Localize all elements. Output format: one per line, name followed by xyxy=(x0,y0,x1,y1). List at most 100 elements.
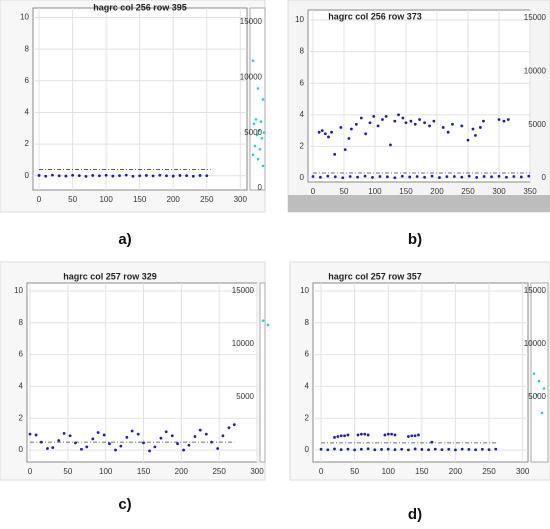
point xyxy=(410,434,414,438)
point xyxy=(407,448,410,452)
point xyxy=(142,441,145,445)
point xyxy=(359,447,363,451)
point xyxy=(474,448,477,452)
point xyxy=(333,175,337,179)
panel-label: a) xyxy=(118,231,131,248)
y2-tick-label: 15000 xyxy=(240,17,263,26)
side-point xyxy=(251,59,255,63)
point xyxy=(39,440,43,444)
point xyxy=(420,448,424,451)
x-tick-label: 200 xyxy=(175,467,189,476)
side-point xyxy=(262,131,266,134)
point xyxy=(98,174,101,178)
point xyxy=(193,435,197,438)
point xyxy=(466,138,470,142)
y-tick-label: 2 xyxy=(300,142,305,151)
y-tick-label: 10 xyxy=(295,15,304,24)
chart-title: hagrc col 256 row 395 xyxy=(93,2,187,12)
point xyxy=(96,431,100,434)
panel-label: c) xyxy=(118,496,131,513)
point xyxy=(497,174,501,178)
y2-tick-label: 15000 xyxy=(524,286,547,295)
y-tick-label: 10 xyxy=(300,286,309,295)
x-tick-label: 250 xyxy=(200,195,214,204)
point xyxy=(440,448,444,451)
point xyxy=(386,447,390,451)
point xyxy=(467,448,471,451)
point xyxy=(171,174,175,178)
point xyxy=(430,440,434,444)
point xyxy=(176,442,179,446)
point xyxy=(185,174,189,177)
x-tick-label: 250 xyxy=(482,467,496,476)
point xyxy=(376,124,380,128)
point xyxy=(427,448,430,452)
y-tick-label: 8 xyxy=(305,318,310,327)
point xyxy=(144,174,148,177)
y-tick-label: 0 xyxy=(300,173,305,182)
y-tick-label: 4 xyxy=(305,382,310,391)
point xyxy=(346,447,350,451)
point xyxy=(319,175,322,179)
point xyxy=(124,173,128,177)
point xyxy=(131,174,135,178)
side-point xyxy=(251,153,255,157)
point xyxy=(341,176,345,180)
point xyxy=(125,435,129,439)
side-point xyxy=(542,387,546,390)
point xyxy=(187,443,191,447)
x-tick-label: 300 xyxy=(516,467,530,476)
side-point xyxy=(260,136,264,140)
y-tick-label: 6 xyxy=(25,76,30,85)
point xyxy=(423,175,426,179)
point xyxy=(104,173,108,177)
point xyxy=(460,175,464,179)
point xyxy=(159,436,163,440)
point xyxy=(130,429,134,433)
point xyxy=(372,114,376,118)
point xyxy=(343,148,347,151)
point xyxy=(165,174,168,178)
point xyxy=(359,116,363,120)
point xyxy=(386,432,390,436)
panel-label: d) xyxy=(408,506,422,523)
point xyxy=(383,433,387,437)
point xyxy=(91,437,95,441)
point xyxy=(363,174,367,178)
point xyxy=(378,175,382,178)
point xyxy=(136,432,140,436)
point xyxy=(433,447,437,451)
y-tick-label: 8 xyxy=(19,318,24,327)
point xyxy=(71,173,74,177)
y-tick-label: 0 xyxy=(25,171,30,180)
y-tick-label: 0 xyxy=(19,445,24,454)
x-tick-label: 150 xyxy=(415,467,429,476)
point xyxy=(118,174,121,177)
side-point xyxy=(259,120,263,123)
point xyxy=(385,175,389,179)
side-point xyxy=(532,372,536,375)
point xyxy=(404,121,408,125)
point xyxy=(80,447,83,451)
side-point xyxy=(261,319,265,322)
point xyxy=(44,174,48,178)
x-tick-label: 150 xyxy=(137,467,151,476)
point xyxy=(350,127,353,131)
point xyxy=(64,174,68,178)
point xyxy=(326,174,330,178)
point xyxy=(221,434,225,438)
x-tick-label: 100 xyxy=(99,467,113,476)
chart-title: hagrc col 256 row 373 xyxy=(328,11,422,21)
point xyxy=(346,433,350,437)
x-tick-label: 300 xyxy=(234,195,248,204)
point xyxy=(198,174,202,177)
side-point xyxy=(535,393,539,397)
y2-tick-label: 5000 xyxy=(528,392,546,401)
point xyxy=(119,444,123,448)
point xyxy=(232,423,236,427)
y-tick-label: 10 xyxy=(20,13,29,22)
y-tick-label: 2 xyxy=(305,413,310,422)
point xyxy=(368,121,372,125)
point xyxy=(148,449,151,453)
y2-tick-label: 15000 xyxy=(232,286,255,295)
